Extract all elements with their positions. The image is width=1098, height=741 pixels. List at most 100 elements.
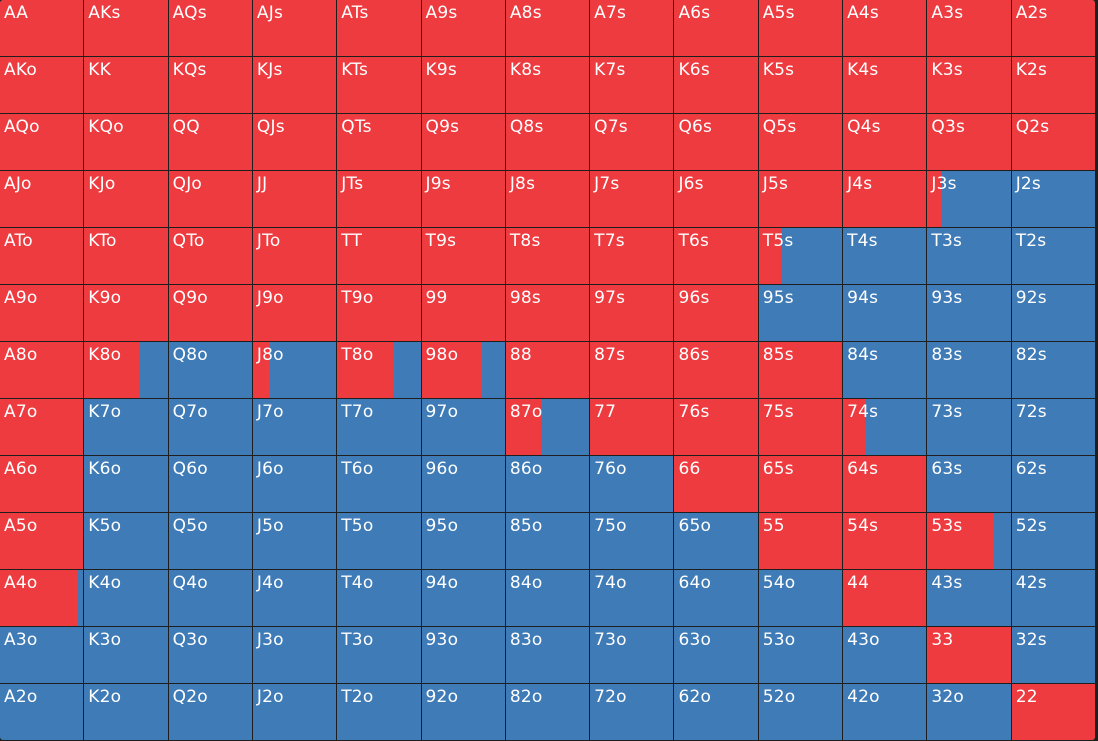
hand-cell[interactable]: 65s <box>758 456 843 512</box>
hand-cell[interactable]: Q5s <box>758 114 843 170</box>
hand-cell[interactable]: J5s <box>758 171 843 227</box>
hand-cell[interactable]: J7o <box>252 399 337 455</box>
hand-cell[interactable]: TT <box>337 228 421 284</box>
hand-cell[interactable]: 74s <box>843 399 927 455</box>
hand-cell[interactable]: Q7o <box>168 399 252 455</box>
hand-cell[interactable]: KJo <box>84 171 168 227</box>
hand-cell[interactable]: A9o <box>0 285 84 341</box>
hand-cell[interactable]: 88 <box>505 342 590 398</box>
hand-cell[interactable]: AQs <box>168 0 252 56</box>
hand-cell[interactable]: 85o <box>505 513 590 569</box>
hand-cell[interactable]: KJs <box>252 57 337 113</box>
hand-cell[interactable]: A4o <box>0 570 84 626</box>
hand-cell[interactable]: 43s <box>927 570 1011 626</box>
hand-cell[interactable]: K8s <box>505 57 590 113</box>
hand-cell[interactable]: ATs <box>337 0 421 56</box>
hand-cell[interactable]: 93o <box>421 627 505 683</box>
hand-cell[interactable]: Q5o <box>168 513 252 569</box>
hand-cell[interactable]: K6s <box>674 57 758 113</box>
hand-cell[interactable]: J9o <box>252 285 337 341</box>
hand-cell[interactable]: 32o <box>927 684 1011 740</box>
hand-cell[interactable]: 62s <box>1011 456 1095 512</box>
hand-cell[interactable]: K6o <box>84 456 168 512</box>
hand-cell[interactable]: K8o <box>84 342 168 398</box>
hand-cell[interactable]: KQs <box>168 57 252 113</box>
hand-cell[interactable]: 74o <box>590 570 674 626</box>
hand-cell[interactable]: 63o <box>674 627 758 683</box>
hand-cell[interactable]: 52s <box>1011 513 1095 569</box>
hand-cell[interactable]: JTo <box>252 228 337 284</box>
hand-cell[interactable]: J6o <box>252 456 337 512</box>
hand-cell[interactable]: T3o <box>337 627 421 683</box>
hand-cell[interactable]: 77 <box>590 399 674 455</box>
hand-cell[interactable]: AKs <box>84 0 168 56</box>
hand-cell[interactable]: K7o <box>84 399 168 455</box>
hand-cell[interactable]: AA <box>0 0 84 56</box>
hand-cell[interactable]: 95o <box>421 513 505 569</box>
hand-cell[interactable]: 83s <box>927 342 1011 398</box>
hand-cell[interactable]: 72o <box>590 684 674 740</box>
hand-cell[interactable]: T8s <box>505 228 590 284</box>
hand-cell[interactable]: T6s <box>674 228 758 284</box>
hand-cell[interactable]: 33 <box>927 627 1011 683</box>
hand-cell[interactable]: 87o <box>505 399 590 455</box>
hand-cell[interactable]: Q4o <box>168 570 252 626</box>
hand-cell[interactable]: K3o <box>84 627 168 683</box>
hand-cell[interactable]: 65o <box>674 513 758 569</box>
hand-cell[interactable]: T3s <box>927 228 1011 284</box>
hand-cell[interactable]: 86o <box>505 456 590 512</box>
hand-cell[interactable]: A7o <box>0 399 84 455</box>
hand-cell[interactable]: Q9o <box>168 285 252 341</box>
hand-cell[interactable]: A2o <box>0 684 84 740</box>
hand-cell[interactable]: J2o <box>252 684 337 740</box>
hand-cell[interactable]: J9s <box>421 171 505 227</box>
hand-cell[interactable]: 84o <box>505 570 590 626</box>
hand-cell[interactable]: Q3s <box>927 114 1011 170</box>
hand-cell[interactable]: 96o <box>421 456 505 512</box>
hand-cell[interactable]: Q3o <box>168 627 252 683</box>
hand-cell[interactable]: QQ <box>168 114 252 170</box>
hand-cell[interactable]: J7s <box>590 171 674 227</box>
hand-cell[interactable]: KQo <box>84 114 168 170</box>
hand-cell[interactable]: 92o <box>421 684 505 740</box>
hand-cell[interactable]: 72s <box>1011 399 1095 455</box>
hand-cell[interactable]: T5s <box>758 228 843 284</box>
hand-cell[interactable]: AKo <box>0 57 84 113</box>
hand-cell[interactable]: QJs <box>252 114 337 170</box>
hand-cell[interactable]: 62o <box>674 684 758 740</box>
hand-cell[interactable]: A2s <box>1011 0 1095 56</box>
hand-cell[interactable]: 54o <box>758 570 843 626</box>
hand-cell[interactable]: KTo <box>84 228 168 284</box>
hand-cell[interactable]: A8o <box>0 342 84 398</box>
hand-cell[interactable]: Q9s <box>421 114 505 170</box>
hand-cell[interactable]: J2s <box>1011 171 1095 227</box>
hand-cell[interactable]: Q2o <box>168 684 252 740</box>
hand-cell[interactable]: AJo <box>0 171 84 227</box>
hand-cell[interactable]: ATo <box>0 228 84 284</box>
hand-cell[interactable]: T2s <box>1011 228 1095 284</box>
hand-cell[interactable]: Q4s <box>843 114 927 170</box>
hand-cell[interactable]: Q8o <box>168 342 252 398</box>
hand-cell[interactable]: 82s <box>1011 342 1095 398</box>
hand-cell[interactable]: K9s <box>421 57 505 113</box>
hand-cell[interactable]: 63s <box>927 456 1011 512</box>
hand-cell[interactable]: T4s <box>843 228 927 284</box>
hand-cell[interactable]: QTs <box>337 114 421 170</box>
hand-cell[interactable]: Q2s <box>1011 114 1095 170</box>
hand-cell[interactable]: 83o <box>505 627 590 683</box>
hand-cell[interactable]: T2o <box>337 684 421 740</box>
hand-cell[interactable]: 98o <box>421 342 505 398</box>
hand-cell[interactable]: T7o <box>337 399 421 455</box>
hand-cell[interactable]: 64o <box>674 570 758 626</box>
hand-cell[interactable]: AQo <box>0 114 84 170</box>
hand-cell[interactable]: A3s <box>927 0 1011 56</box>
hand-cell[interactable]: K4o <box>84 570 168 626</box>
hand-cell[interactable]: A4s <box>843 0 927 56</box>
hand-cell[interactable]: 66 <box>674 456 758 512</box>
hand-cell[interactable]: 44 <box>843 570 927 626</box>
hand-cell[interactable]: 98s <box>505 285 590 341</box>
hand-cell[interactable]: 75s <box>758 399 843 455</box>
hand-cell[interactable]: 76s <box>674 399 758 455</box>
hand-cell[interactable]: J8s <box>505 171 590 227</box>
hand-cell[interactable]: 53o <box>758 627 843 683</box>
